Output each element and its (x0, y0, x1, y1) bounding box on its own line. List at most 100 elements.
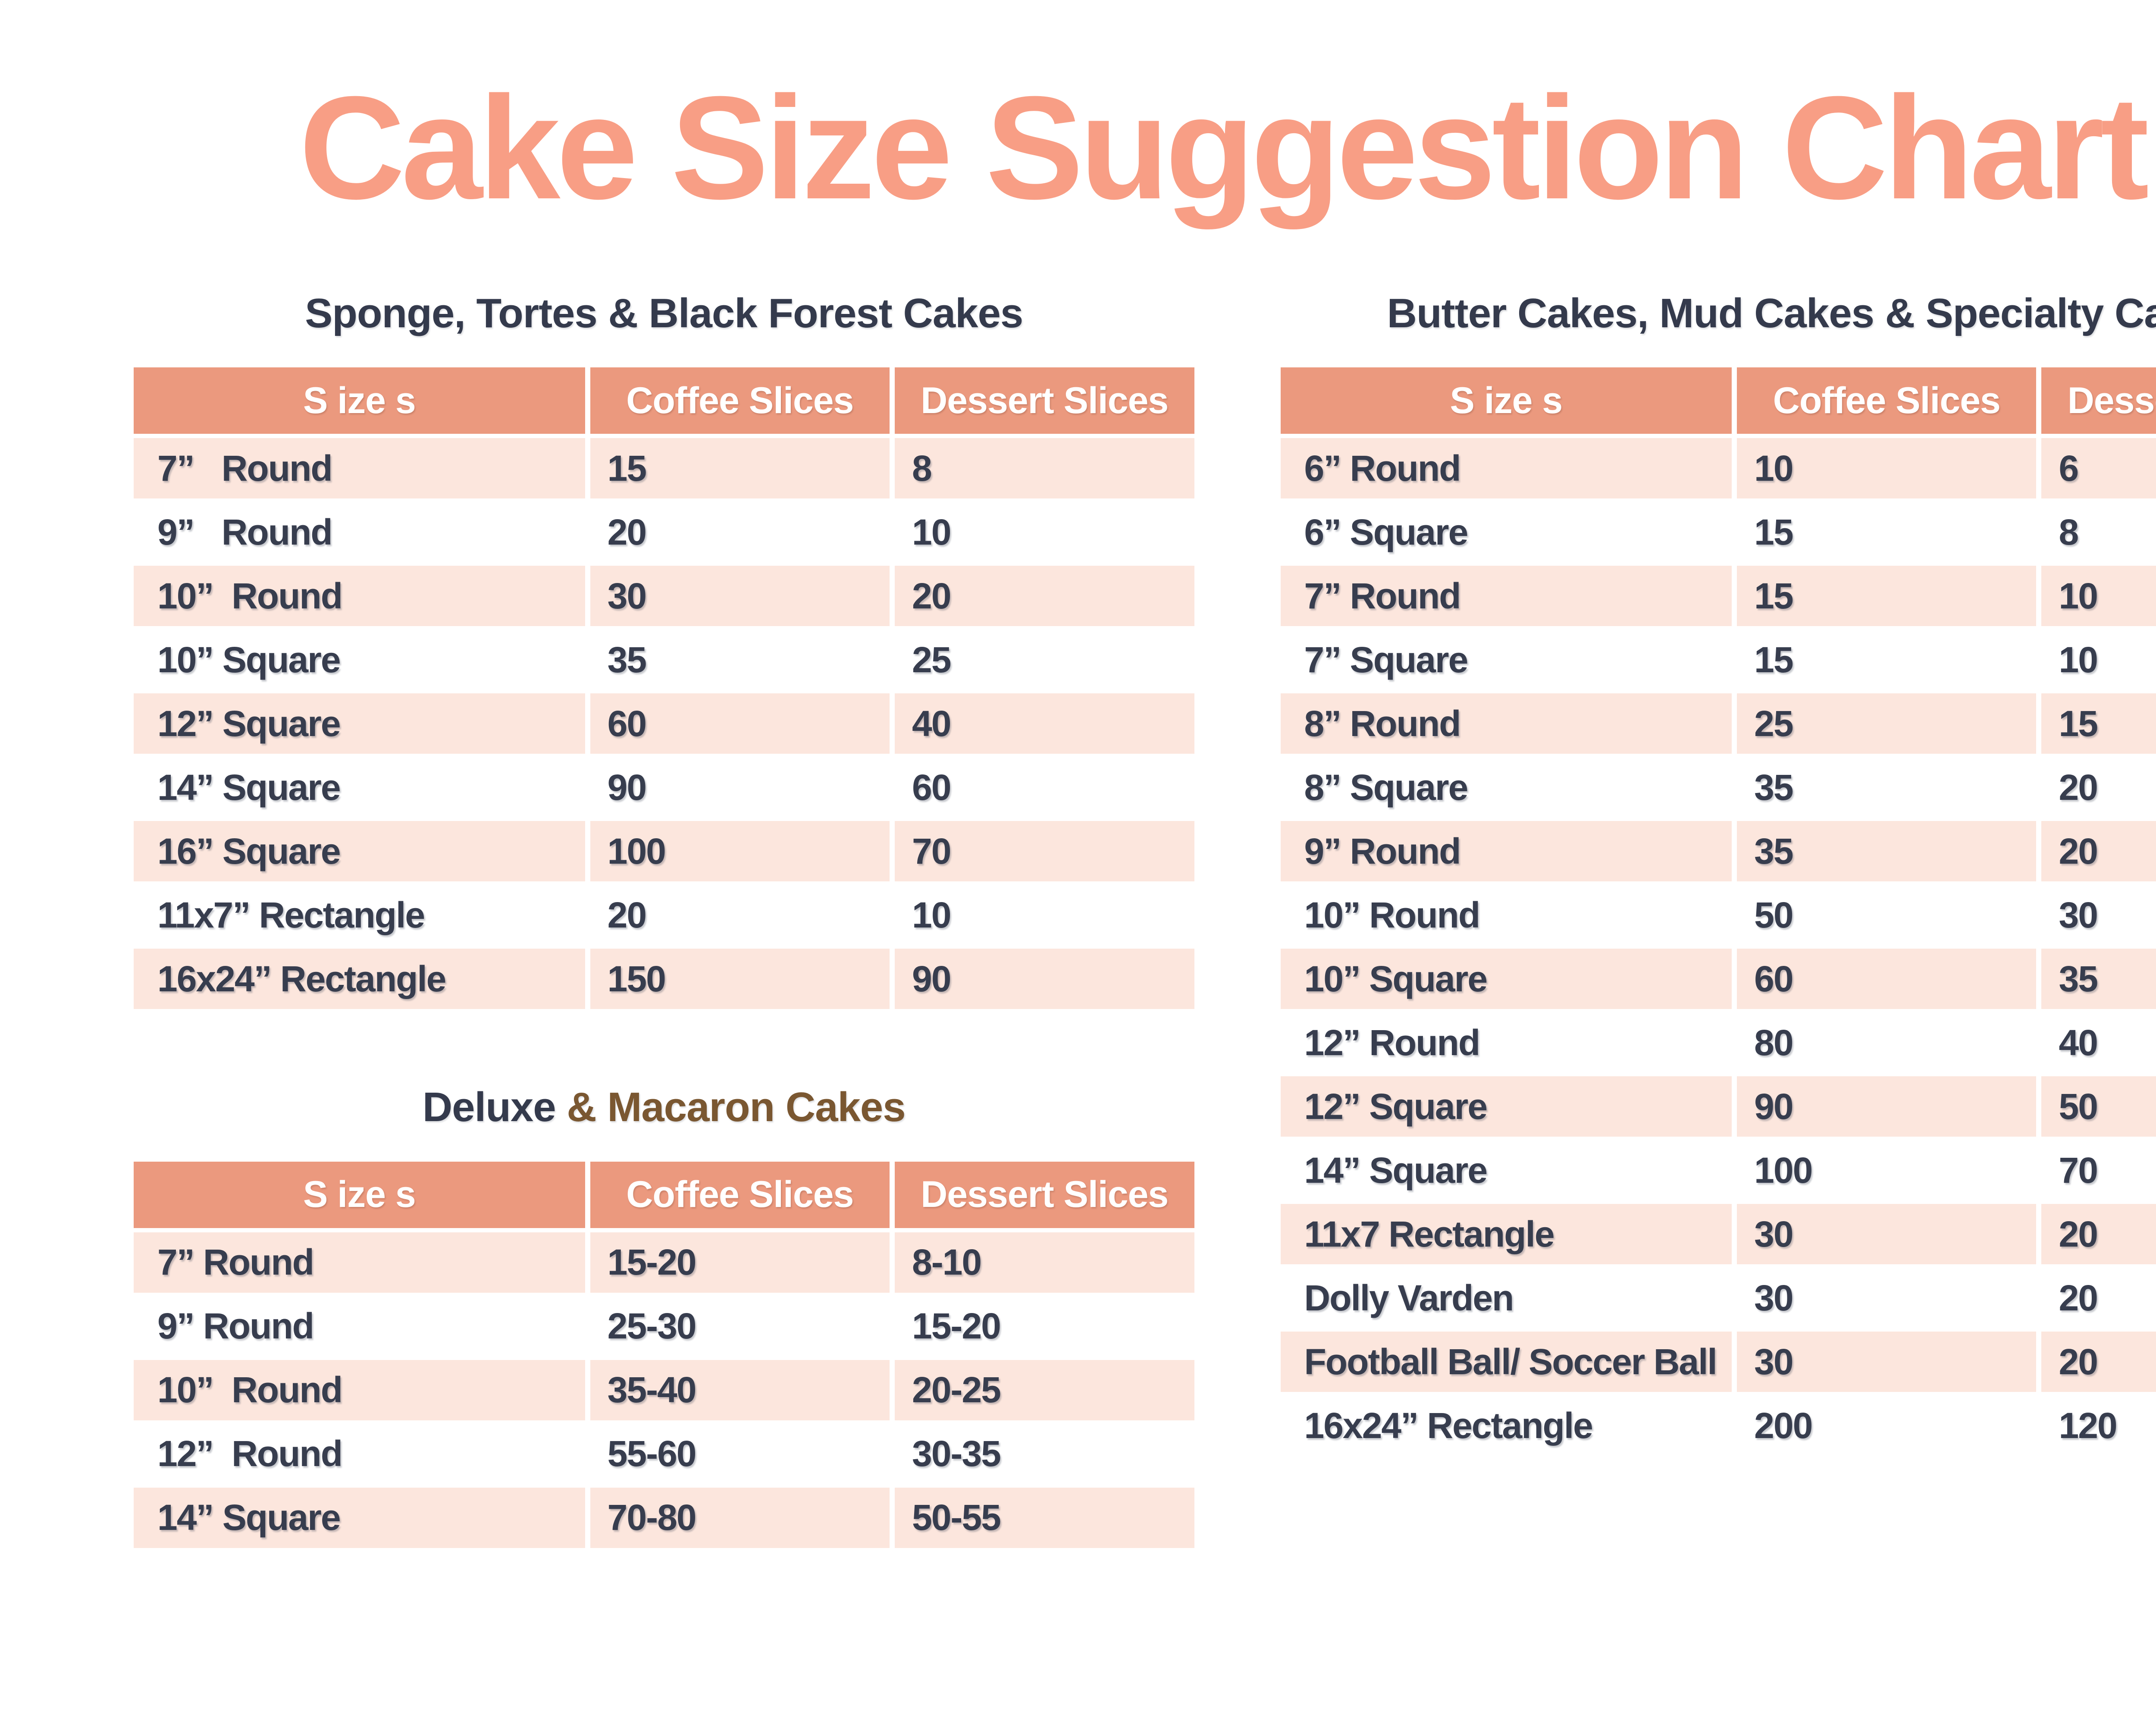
table-row: 11x7” Rectangle 20 10 (134, 885, 1194, 949)
dessert-slices-cell: 50 (2041, 1076, 2156, 1141)
column-header-sizes: S ize s (134, 367, 590, 439)
column-header-dessert-slices: Dessert Slices (894, 367, 1194, 439)
dessert-slices-cell: 20 (2041, 1332, 2156, 1396)
table-row: 10” Round 30 20 (134, 566, 1194, 630)
section-deluxe-macaron: Deluxe & Macaron Cakes S ize s Coffee Sl… (134, 1084, 1194, 1551)
dessert-slices-cell: 15-20 (894, 1296, 1194, 1360)
size-cell: 16” Square (134, 821, 590, 885)
coffee-slices-cell: 80 (1737, 1012, 2042, 1077)
coffee-slices-cell: 20 (590, 885, 895, 949)
table-row: 8” Square 35 20 (1280, 757, 2156, 821)
size-cell: 16x24” Rectangle (134, 949, 590, 1013)
table-row: 7” Round 15 8 (134, 438, 1194, 502)
header-row: S ize s Coffee Slices Dessert Slices (1280, 367, 2156, 439)
column-header-sizes: S ize s (1280, 367, 1737, 439)
dessert-slices-cell: 8 (2041, 502, 2156, 566)
coffee-slices-cell: 90 (590, 757, 895, 821)
sponge-section-heading: Sponge, Tortes & Black Forest Cakes (134, 290, 1194, 337)
dessert-slices-cell: 20 (894, 566, 1194, 630)
dessert-slices-cell: 60 (894, 757, 1194, 821)
coffee-slices-cell: 50 (1737, 885, 2042, 949)
dessert-slices-cell: 8-10 (894, 1232, 1194, 1296)
coffee-slices-cell: 55-60 (590, 1423, 895, 1488)
table-row: 10” Square 35 25 (134, 630, 1194, 694)
deluxe-section-heading: Deluxe & Macaron Cakes (134, 1084, 1194, 1131)
table-row: 12” Square 90 50 (1280, 1076, 2156, 1141)
column-header-dessert-slices: Dessert Slices (2041, 367, 2156, 439)
size-cell: 11x7” Rectangle (134, 885, 590, 949)
column-header-coffee-slices: Coffee Slices (590, 1161, 895, 1232)
size-cell: 10” Square (1280, 949, 1737, 1013)
dessert-slices-cell: 40 (894, 693, 1194, 758)
table-row: 16x24” Rectangle 150 90 (134, 949, 1194, 1013)
coffee-slices-cell: 100 (590, 821, 895, 885)
coffee-slices-cell: 15 (1737, 566, 2042, 630)
table-row: Dolly Varden 30 20 (1280, 1268, 2156, 1332)
coffee-slices-cell: 15-20 (590, 1232, 895, 1296)
size-cell: 6” Round (1280, 438, 1737, 502)
section-sponge-tortes: Sponge, Tortes & Black Forest Cakes S iz… (134, 290, 1194, 1013)
size-cell: 9” Round (134, 1296, 590, 1360)
table-row: 14” Square 70-80 50-55 (134, 1487, 1194, 1551)
dessert-slices-cell: 120 (2041, 1395, 2156, 1460)
table-row: 7” Round 15-20 8-10 (134, 1232, 1194, 1296)
table-row: 8” Round 25 15 (1280, 693, 2156, 758)
table-head: S ize s Coffee Slices Dessert Slices (134, 1161, 1194, 1232)
table-row: 10” Square 60 35 (1280, 949, 2156, 1013)
table-row: Football Ball/ Soccer Ball 30 20 (1280, 1332, 2156, 1396)
dessert-slices-cell: 70 (894, 821, 1194, 885)
table-row: 11x7 Rectangle 30 20 (1280, 1204, 2156, 1268)
dessert-slices-cell: 30-35 (894, 1423, 1194, 1488)
coffee-slices-cell: 60 (590, 693, 895, 758)
size-cell: 10” Round (1280, 885, 1737, 949)
sponge-table-body: 7” Round 15 8 9” Round 20 10 10” Round 30 20 10” … (134, 438, 1194, 1013)
dessert-slices-cell: 30 (2041, 885, 2156, 949)
table-row: 16” Square 100 70 (134, 821, 1194, 885)
coffee-slices-cell: 25 (1737, 693, 2042, 758)
dessert-slices-cell: 70 (2041, 1140, 2156, 1204)
content-columns: Sponge, Tortes & Black Forest Cakes S iz… (0, 290, 2156, 1551)
coffee-slices-cell: 35 (1737, 821, 2042, 885)
header-row: S ize s Coffee Slices Dessert Slices (134, 1161, 1194, 1232)
size-cell: Dolly Varden (1280, 1268, 1737, 1332)
dessert-slices-cell: 6 (2041, 438, 2156, 502)
coffee-slices-cell: 35 (1737, 757, 2042, 821)
table-row: 10” Round 35-40 20-25 (134, 1360, 1194, 1424)
size-cell: 12” Square (134, 693, 590, 758)
size-cell: 12” Square (1280, 1076, 1737, 1141)
dessert-slices-cell: 8 (894, 438, 1194, 502)
dessert-slices-cell: 50-55 (894, 1487, 1194, 1551)
coffee-slices-cell: 30 (590, 566, 895, 630)
size-cell: 7” Round (134, 438, 590, 502)
table-row: 12” Round 80 40 (1280, 1012, 2156, 1077)
dessert-slices-cell: 20 (2041, 821, 2156, 885)
table-row: 12” Round 55-60 30-35 (134, 1423, 1194, 1488)
column-header-dessert-slices: Dessert Slices (894, 1161, 1194, 1232)
table-head: S ize s Coffee Slices Dessert Slices (134, 367, 1194, 439)
coffee-slices-cell: 15 (590, 438, 895, 502)
coffee-slices-cell: 70-80 (590, 1487, 895, 1551)
dessert-slices-cell: 90 (894, 949, 1194, 1013)
butter-table-body: 6” Round 10 6 6” Square 15 8 7” Round 15 10 7” Sq… (1280, 438, 2156, 1460)
coffee-slices-cell: 60 (1737, 949, 2042, 1013)
dessert-slices-cell: 20-25 (894, 1360, 1194, 1424)
coffee-slices-cell: 90 (1737, 1076, 2042, 1141)
right-column: Butter Cakes, Mud Cakes & Specialty Cake… (1280, 290, 2156, 1460)
size-cell: Football Ball/ Soccer Ball (1280, 1332, 1737, 1396)
deluxe-heading-text: Deluxe (422, 1084, 567, 1131)
left-column: Sponge, Tortes & Black Forest Cakes S iz… (134, 290, 1194, 1551)
size-cell: 12” Round (134, 1423, 590, 1488)
table-row: 14” Square 100 70 (1280, 1140, 2156, 1204)
dessert-slices-cell: 20 (2041, 757, 2156, 821)
page-title: Cake Size Suggestion Chart (299, 66, 2149, 230)
coffee-slices-cell: 200 (1737, 1395, 2042, 1460)
dessert-slices-cell: 20 (2041, 1204, 2156, 1268)
size-cell: 10” Round (134, 1360, 590, 1424)
coffee-slices-cell: 35-40 (590, 1360, 895, 1424)
size-cell: 6” Square (1280, 502, 1737, 566)
table-row: 10” Round 50 30 (1280, 885, 2156, 949)
deluxe-heading-accent: & Macaron Cakes (567, 1084, 906, 1131)
size-cell: 9” Round (1280, 821, 1737, 885)
coffee-slices-cell: 10 (1737, 438, 2042, 502)
